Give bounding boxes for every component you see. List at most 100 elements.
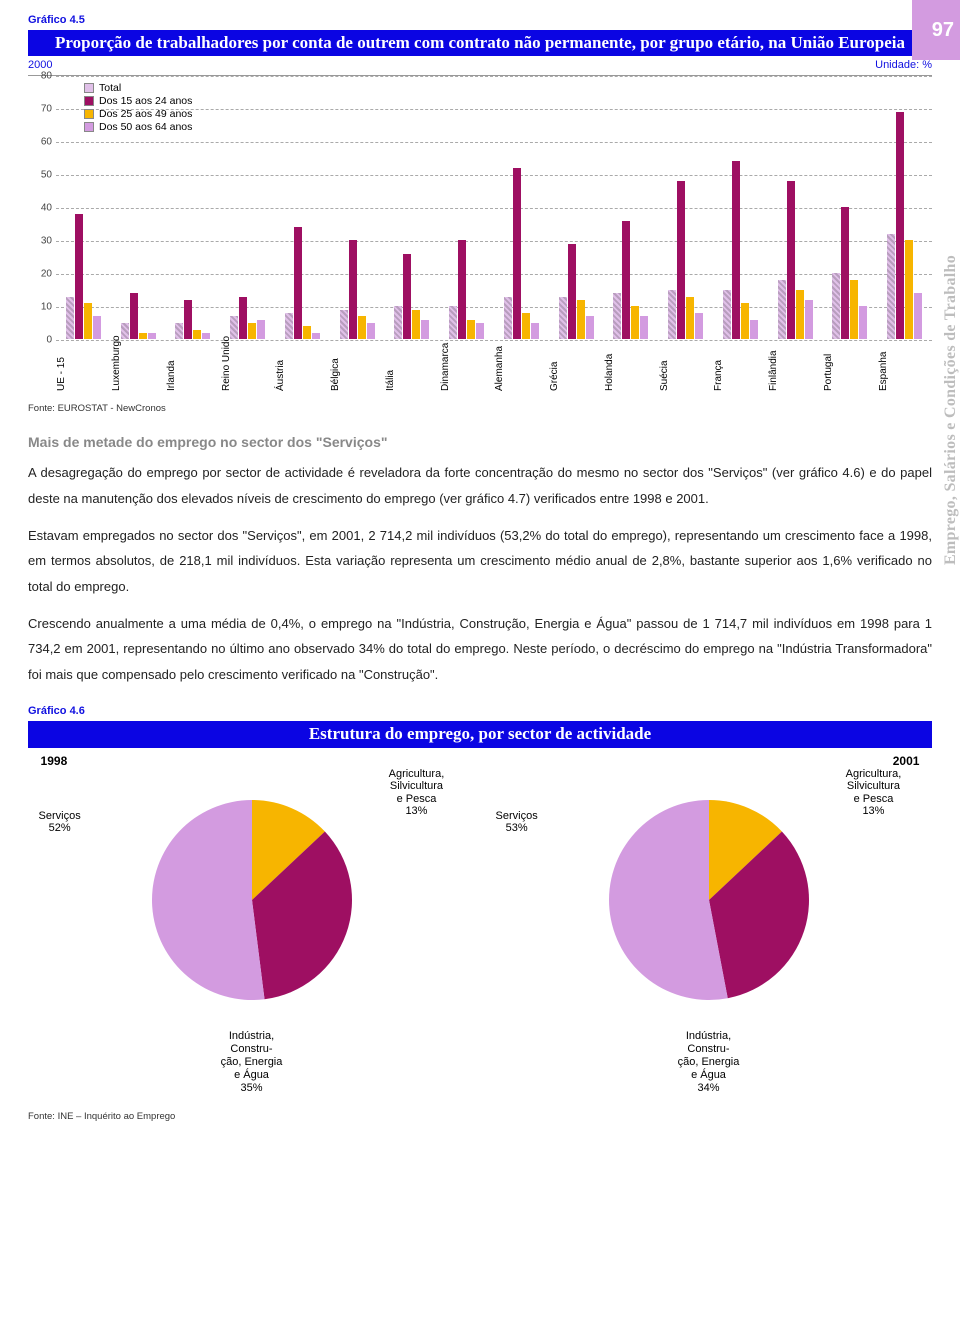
chart-1-bar: [340, 310, 348, 340]
chart-1-bar: [239, 297, 247, 340]
chart-1-bar-group: [887, 112, 922, 340]
pie-chart: 1998 Serviços52% Agricultura,Silviculturae…: [35, 754, 469, 1096]
chart-1-bar: [184, 300, 192, 340]
pie-label-servicos: Serviços52%: [39, 810, 81, 835]
chart-1-bar: [741, 303, 749, 339]
chart-1-bar-group: [504, 168, 539, 340]
pie-label-agricultura: Agricultura,Silviculturae Pesca13%: [368, 768, 464, 819]
chart-1-ytick: 10: [28, 302, 52, 313]
chart-1-bar: [796, 290, 804, 340]
chart-1-bar: [403, 254, 411, 340]
chart-2-label: Gráfico 4.6: [28, 705, 932, 717]
chart-1-bar: [914, 293, 922, 339]
chart-1-ytick: 20: [28, 269, 52, 280]
chart-1-bar: [513, 168, 521, 340]
chart-1-xlabel: Holanda: [604, 381, 658, 391]
chart-1-xlabel: Suécia: [659, 381, 713, 391]
chart-1-label: Gráfico 4.5: [28, 14, 932, 26]
chart-1-bar: [175, 323, 183, 340]
chart-1-bar: [467, 320, 475, 340]
chart-1-bar: [613, 293, 621, 339]
chart-1-xlabel: Alemanha: [494, 381, 548, 391]
chart-2-title: Estrutura do emprego, por sector de acti…: [28, 721, 932, 747]
pie-svg: [132, 780, 372, 1020]
pie-chart: 2001Serviços53%Agricultura,Silviculturae…: [492, 754, 926, 1096]
chart-1-bar: [577, 300, 585, 340]
chart-1-ytick: 50: [28, 170, 52, 181]
chart-1-bar: [248, 323, 256, 340]
chart-1-bar-group: [285, 227, 320, 339]
chart-1-bar: [905, 240, 913, 339]
chart-1-bar: [312, 333, 320, 340]
chart-1-unit: Unidade: %: [875, 59, 932, 71]
chart-1-bar: [139, 333, 147, 340]
chart-1-bar: [285, 313, 293, 339]
chart-1-xlabel: Grécia: [549, 381, 603, 391]
chart-1-xlabel: Finlândia: [768, 381, 822, 391]
chart-1-bar-group: [668, 181, 703, 339]
chart-1-xlabel: UE - 15: [56, 381, 110, 391]
chart-1-bar: [504, 297, 512, 340]
chart-1-bar: [148, 333, 156, 340]
paragraph-2: Estavam empregados no sector dos "Serviç…: [28, 523, 932, 599]
chart-1-bar: [257, 320, 265, 340]
chart-1-bar-group: [778, 181, 813, 339]
chart-1-bar: [349, 240, 357, 339]
chart-1-xlabel: Itália: [385, 381, 439, 391]
chart-1-bar-group: [832, 207, 867, 339]
chart-1-plot: TotalDos 15 aos 24 anosDos 25 aos 49 ano…: [28, 75, 932, 395]
chart-1-bar: [449, 306, 457, 339]
chart-1-bar: [421, 320, 429, 340]
pie-label-servicos: Serviços53%: [496, 810, 538, 835]
chart-1-bar: [622, 221, 630, 340]
chart-1-bar-group: [394, 254, 429, 340]
chart-1-ytick: 0: [28, 335, 52, 346]
chart-1-bar: [568, 244, 576, 340]
chart-1-bar: [732, 161, 740, 339]
chart-1-bar: [394, 306, 402, 339]
chart-1-bar: [367, 323, 375, 340]
chart-1-bar: [631, 306, 639, 339]
chart-1-bar: [130, 293, 138, 339]
chart-1-ytick: 40: [28, 203, 52, 214]
chart-1-bar: [695, 313, 703, 339]
side-section-label-text: Emprego, Salários e Condições de Trabalh…: [942, 255, 960, 565]
chart-1-bar: [202, 333, 210, 340]
chart-1-bar-group: [230, 297, 265, 340]
chart-1-bar: [640, 316, 648, 339]
pie-year: 2001: [893, 754, 920, 768]
chart-1-bar-group: [340, 240, 375, 339]
page-number: 97: [932, 19, 954, 42]
chart-1-bar: [531, 323, 539, 340]
chart-1-bar: [294, 227, 302, 339]
paragraph-1: A desagregação do emprego por sector de …: [28, 460, 932, 511]
pie-year: 1998: [41, 754, 68, 768]
page-number-box: 97: [912, 0, 960, 60]
chart-1-bar: [787, 181, 795, 339]
chart-1: Gráfico 4.5 Proporção de trabalhadores p…: [28, 14, 932, 414]
chart-1-xlabel: Bélgica: [330, 381, 384, 391]
chart-1-bar: [458, 240, 466, 339]
chart-1-bar: [832, 273, 840, 339]
body-text: A desagregação do emprego por sector de …: [28, 460, 932, 687]
chart-1-xlabel: Portugal: [823, 381, 877, 391]
pie-label-industria: Indústria,Constru-ção, Energiae Água35%: [197, 1030, 307, 1096]
chart-1-bar: [778, 280, 786, 339]
chart-1-bar: [75, 214, 83, 339]
chart-1-bar: [887, 234, 895, 340]
chart-1-ytick: 60: [28, 137, 52, 148]
chart-1-ytick: 70: [28, 104, 52, 115]
chart-1-bar: [668, 290, 676, 340]
chart-1-bar: [859, 306, 867, 339]
chart-1-bar: [93, 316, 101, 339]
chart-1-bar-group: [613, 221, 648, 340]
chart-1-title: Proporção de trabalhadores por conta de …: [28, 30, 932, 56]
chart-1-bar: [750, 320, 758, 340]
chart-1-bar: [686, 297, 694, 340]
chart-1-bar: [841, 207, 849, 339]
chart-1-bar: [850, 280, 858, 339]
chart-1-xlabel: Irlanda: [166, 381, 220, 391]
chart-1-bar: [896, 112, 904, 340]
chart-1-bar: [412, 310, 420, 340]
chart-1-ytick: 30: [28, 236, 52, 247]
